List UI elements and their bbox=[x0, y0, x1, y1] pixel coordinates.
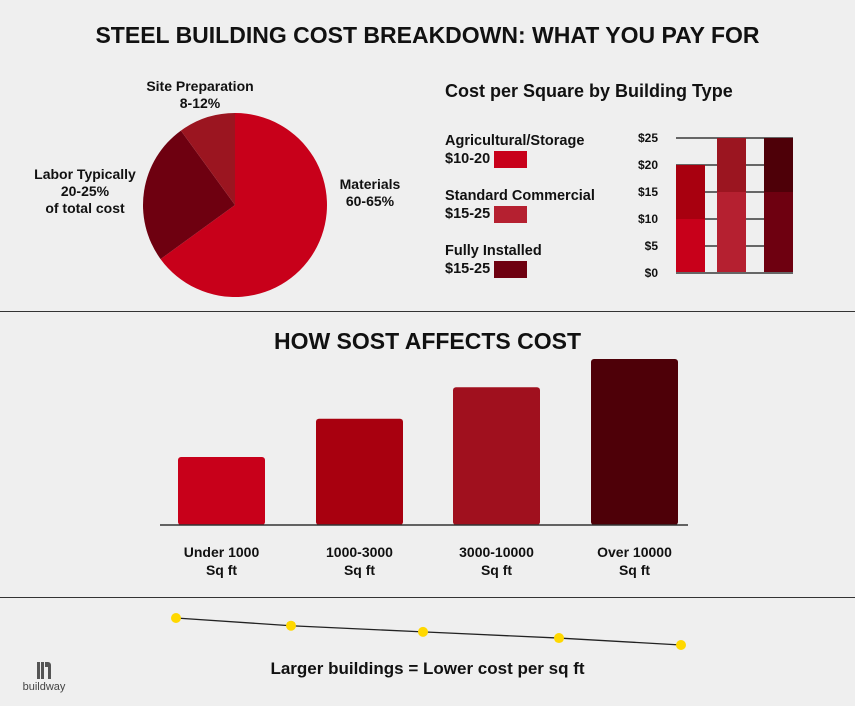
y-tick-label: $25 bbox=[637, 131, 658, 145]
divider bbox=[0, 597, 855, 598]
stacked-bar-segment bbox=[764, 138, 793, 192]
pie-label-materials: Materials 60-65% bbox=[339, 176, 401, 209]
pie-slice bbox=[143, 130, 235, 260]
stacked-bar-segment bbox=[764, 192, 793, 273]
trend-point bbox=[676, 640, 686, 650]
category-label: Over 10000 Sq ft bbox=[597, 544, 672, 578]
trend-point bbox=[418, 626, 428, 637]
section-title: HOW SOST AFFECTS COST bbox=[273, 328, 582, 354]
legend-swatch bbox=[494, 150, 528, 168]
main-title: STEEL BUILDING COST BREAKDOWN: WHAT YOU … bbox=[95, 22, 760, 48]
stacked-bar-segment bbox=[676, 165, 705, 219]
y-tick-label: $15 bbox=[637, 185, 658, 199]
stacked-bar-segment bbox=[717, 192, 746, 273]
trend-point bbox=[171, 613, 181, 623]
pie-slice bbox=[180, 113, 235, 205]
stacked-bar-segment bbox=[717, 138, 746, 192]
category-label: 1000-3000 Sq ft bbox=[326, 544, 393, 578]
trend-caption: Larger buildings = Lower cost per sq ft bbox=[270, 659, 585, 678]
legend-commercial: Standard Commercial $15-25 bbox=[445, 188, 595, 223]
size-bar bbox=[591, 359, 678, 525]
stacked-chart-title: Cost per Square by Building Type bbox=[445, 81, 733, 101]
y-tick-label: $5 bbox=[644, 239, 658, 253]
y-tick-label: $0 bbox=[644, 266, 658, 280]
trend-point bbox=[286, 620, 296, 631]
category-label: Under 1000 Sq ft bbox=[183, 544, 260, 578]
category-label: 3000-10000 Sq ft bbox=[459, 544, 534, 578]
size-bar bbox=[178, 456, 265, 525]
legend-swatch bbox=[494, 260, 528, 278]
pie-slice bbox=[160, 113, 327, 297]
logo-icon bbox=[37, 662, 51, 679]
divider bbox=[0, 311, 855, 312]
stacked-bar-segment bbox=[676, 219, 705, 273]
legend-installed: Fully Installed $15-25 bbox=[445, 243, 542, 278]
trend-point bbox=[554, 633, 564, 644]
pie-label-labor: Labor Typically 20-25% of total cost bbox=[34, 166, 136, 216]
logo: buildway bbox=[22, 660, 66, 693]
legend-swatch bbox=[494, 205, 528, 223]
y-tick-label: $10 bbox=[637, 212, 658, 226]
trend-line bbox=[175, 617, 682, 646]
size-bar bbox=[316, 418, 403, 525]
legend-agricultural: Agricultural/Storage $10-20 bbox=[445, 133, 585, 168]
y-tick-label: $20 bbox=[637, 158, 658, 172]
pie-label-site: Site Preparation 8-12% bbox=[146, 78, 254, 111]
size-bar bbox=[453, 387, 540, 525]
